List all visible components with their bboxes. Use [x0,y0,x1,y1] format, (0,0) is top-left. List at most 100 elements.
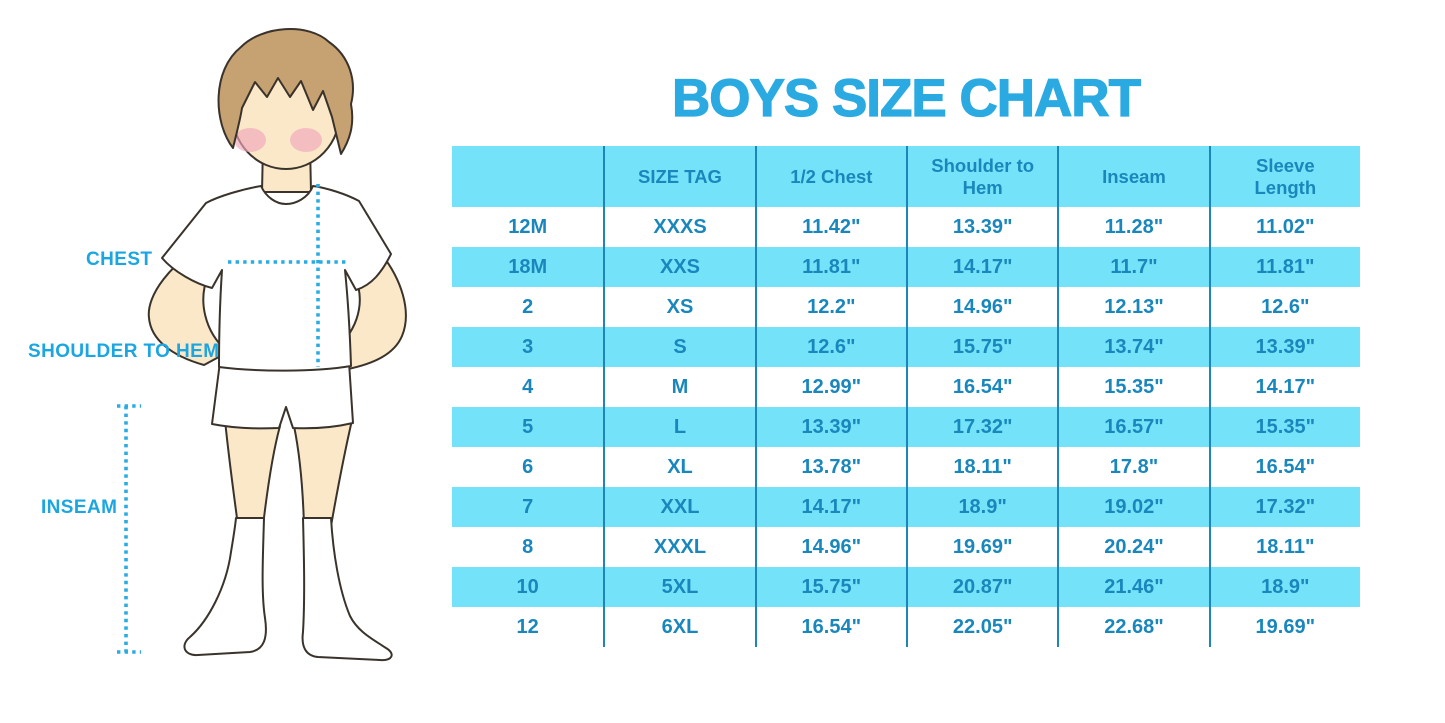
value-cell: 22.05" [905,607,1057,647]
value-cell: 22.68" [1057,607,1208,647]
table-body: 12M XXXS 11.42" 13.39" 11.28" 11.02" 18M XXS 11.… [452,207,1360,647]
value-cell: 14.17" [754,487,906,527]
value-cell: 15.75" [754,567,906,607]
value-cell: 19.02" [1057,487,1208,527]
value-cell: XS [603,287,754,327]
value-cell: 13.78" [754,447,906,487]
value-cell: 13.39" [754,407,906,447]
value-cell: 13.39" [1208,327,1360,367]
table-row: 12 6XL 16.54" 22.05" 22.68" 19.69" [452,607,1360,647]
value-cell: XXS [603,247,754,287]
boy-illustration [117,28,407,662]
value-cell: 12.99" [754,367,906,407]
table-header-row: SIZE TAG 1/2 Chest Shoulder to Hem Inseam Sl… [452,146,1360,207]
value-cell: 17.32" [1208,487,1360,527]
measure-label-shoulder-to-hem: SHOULDER TO HEM [28,341,220,362]
value-cell: XXL [603,487,754,527]
table-row: 5 L 13.39" 17.32" 16.57" 15.35" [452,407,1360,447]
row-label-cell: 12M [508,215,548,238]
value-cell: 16.54" [1208,447,1360,487]
measure-label-chest: CHEST [86,249,153,270]
value-cell: 17.8" [1057,447,1208,487]
value-cell: 16.57" [1057,407,1208,447]
value-cell: 12.6" [1208,287,1360,327]
value-cell: 13.39" [905,207,1057,247]
value-cell: 20.24" [1057,527,1208,567]
value-cell: XXXL [603,527,754,567]
column-header: Shoulder to Hem [905,146,1057,207]
table-row: 12M XXXS 11.42" 13.39" 11.28" 11.02" [452,207,1360,247]
shirt-shape [161,185,392,372]
table-row: 8 XXXL 14.96" 19.69" 20.24" 18.11" [452,527,1360,567]
left-leg-shape [224,419,281,527]
measure-label-inseam: INSEAM [41,497,118,518]
value-cell: 12.2" [754,287,906,327]
value-cell: 14.17" [1208,367,1360,407]
row-label-cell: 3 [522,335,534,358]
value-cell: 19.69" [905,527,1057,567]
value-cell: 11.7" [1057,247,1208,287]
right-sock-shape [301,517,393,662]
column-header: SIZE TAG [603,146,754,207]
value-cell: XL [603,447,754,487]
value-cell: 15.35" [1208,407,1360,447]
hair-shape [217,28,354,155]
value-cell: 15.75" [905,327,1057,367]
row-label-cell: 12 [516,615,539,638]
table-row: 4 M 12.99" 16.54" 15.35" 14.17" [452,367,1360,407]
row-label-cell: 18M [508,255,548,278]
row-label-cell: 10 [516,575,539,598]
value-cell: 16.54" [905,367,1057,407]
row-label-cell: 5 [522,415,534,438]
page-title: BOYS SIZE CHART [671,68,1141,128]
shorts-shape [211,361,354,430]
table-row: 18M XXS 11.81" 14.17" 11.7" 11.81" [452,247,1360,287]
value-cell: S [603,327,754,367]
value-cell: 14.96" [905,287,1057,327]
table-row: 6 XL 13.78" 18.11" 17.8" 16.54" [452,447,1360,487]
value-cell: 11.81" [1208,247,1360,287]
left-sock-shape [183,517,267,657]
value-cell: 12.6" [754,327,906,367]
value-cell: 17.32" [905,407,1057,447]
row-label-cell: 8 [522,535,534,558]
value-cell: 21.46" [1057,567,1208,607]
value-cell: 6XL [603,607,754,647]
table-row: 2 XS 12.2" 14.96" 12.13" 12.6" [452,287,1360,327]
column-header: Inseam [1057,146,1208,207]
table-row: 7 XXL 14.17" 18.9" 19.02" 17.32" [452,487,1360,527]
value-cell: 16.54" [754,607,906,647]
column-header [452,146,603,207]
value-cell: 5XL [603,567,754,607]
table-row: 10 5XL 15.75" 20.87" 21.46" 18.9" [452,567,1360,607]
figure-area: CHEST SHOULDER TO HEM INSEAM [0,0,440,723]
row-label-cell: 2 [522,295,534,318]
value-cell: 18.9" [905,487,1057,527]
value-cell: 11.42" [754,207,906,247]
row-label-cell: 4 [522,375,534,398]
value-cell: 18.9" [1208,567,1360,607]
value-cell: 19.69" [1208,607,1360,647]
value-cell: 18.11" [905,447,1057,487]
row-label-cell: 7 [522,495,534,518]
value-cell: 11.81" [754,247,906,287]
column-header: Sleeve Length [1208,146,1360,207]
row-label-cell: 6 [522,455,534,478]
left-arm-shape [147,244,229,366]
value-cell: 14.96" [754,527,906,567]
value-cell: 11.02" [1208,207,1360,247]
value-cell: XXXS [603,207,754,247]
table-row: 3 S 12.6" 15.75" 13.74" 13.39" [452,327,1360,367]
value-cell: M [603,367,754,407]
value-cell: 13.74" [1057,327,1208,367]
value-cell: 18.11" [1208,527,1360,567]
value-cell: 11.28" [1057,207,1208,247]
value-cell: 20.87" [905,567,1057,607]
right-cheek-blush [290,128,322,152]
column-header: 1/2 Chest [754,146,906,207]
value-cell: 15.35" [1057,367,1208,407]
value-cell: L [603,407,754,447]
left-cheek-blush [234,128,266,152]
value-cell: 12.13" [1057,287,1208,327]
